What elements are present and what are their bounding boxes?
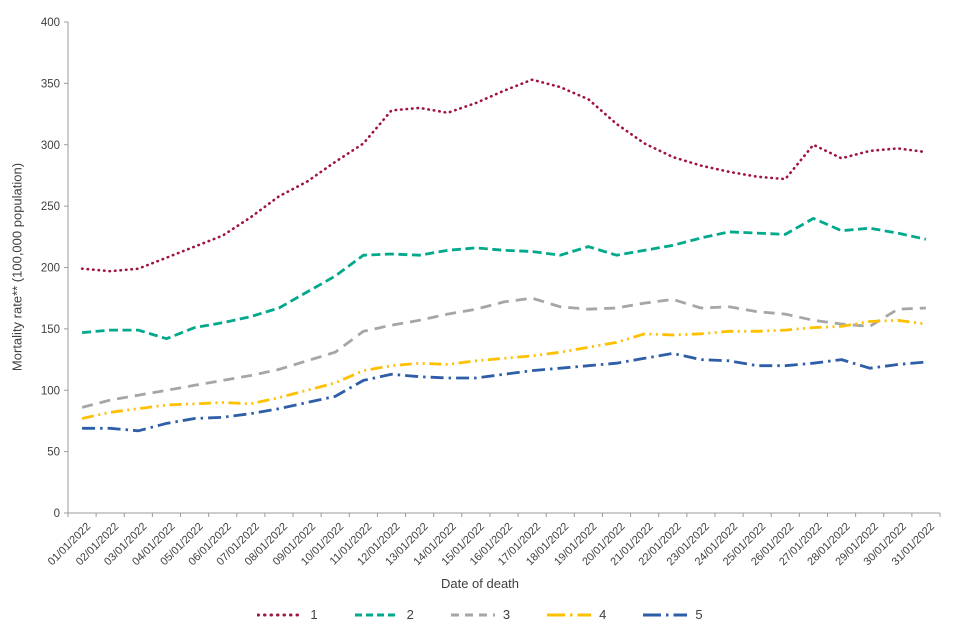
y-tick-label: 100 — [41, 385, 60, 397]
legend-label: 3 — [502, 607, 511, 622]
y-tick-label: 350 — [41, 78, 60, 90]
legend-key-4-line — [547, 613, 592, 616]
legend-key-5-line — [643, 613, 688, 616]
legend-item-3: 3 — [450, 607, 510, 622]
legend-item-1: 1 — [257, 607, 318, 622]
series-1-line — [80, 78, 928, 273]
legend-key-3-line — [450, 613, 495, 616]
series-4-line — [81, 318, 927, 420]
y-axis-title: Mortality rate** (100,000 population) — [9, 162, 25, 372]
y-tick-label: 50 — [47, 447, 60, 459]
series-3-line — [81, 296, 926, 409]
y-tick-label: 400 — [41, 17, 60, 29]
x-axis-title: Date of death — [440, 576, 520, 591]
y-tick-label: 0 — [54, 508, 60, 520]
legend-key-1-line — [257, 613, 304, 616]
y-tick-label: 250 — [41, 201, 60, 213]
legend-label: 4 — [599, 607, 607, 622]
legend-label: 1 — [310, 607, 318, 622]
y-tick-label: 150 — [41, 324, 60, 336]
legend-item-2: 2 — [354, 607, 414, 622]
chart-legend: 1 2 3 4 5 — [0, 607, 960, 622]
series-5-line — [82, 351, 927, 433]
legend-item-5: 5 — [642, 607, 703, 622]
legend-label: 2 — [406, 607, 414, 622]
legend-key-2-line — [354, 613, 399, 616]
y-tick-label: 200 — [41, 263, 60, 275]
legend-label: 5 — [695, 607, 703, 622]
y-tick-label: 300 — [41, 140, 60, 152]
series-2-line — [81, 216, 927, 341]
legend-item-4: 4 — [546, 607, 606, 622]
